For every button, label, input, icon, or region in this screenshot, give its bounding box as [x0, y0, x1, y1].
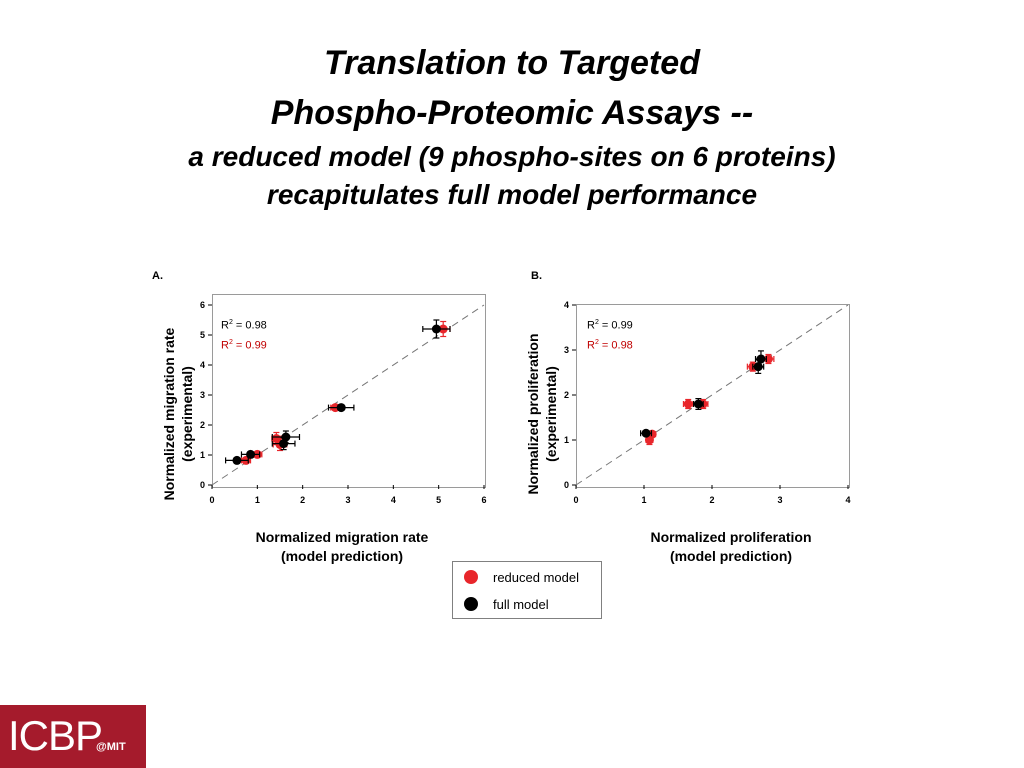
panel-a-marker-full: [431, 324, 441, 334]
icbp-logo-suffix: @MIT: [96, 741, 126, 753]
panel-b-xlabel-line-2: (model prediction): [669, 548, 793, 564]
panel-a-y-tick-label: 1: [200, 450, 205, 460]
panel-a-marker-full: [232, 455, 242, 465]
panel-a-point-full: [240, 449, 261, 459]
panel-a-point-full: [422, 319, 451, 339]
panel-a-r2-full-r: R: [221, 319, 229, 332]
panel-a-point-full: [327, 403, 355, 413]
panel-a-y-tick-label: 4: [200, 360, 205, 370]
panel-a-r2-full-exp: 2: [228, 319, 233, 326]
panel-a-xlabel: Normalized migration rate (model predict…: [212, 528, 472, 566]
panel-a-r2-reduced-r: R: [221, 339, 229, 352]
panel-a-x-tick-label: 3: [345, 495, 350, 505]
slide-title-block: Translation to Targeted Phospho-Proteomi…: [0, 38, 1024, 214]
panel-a-r2-reduced: R2 = 0.99: [221, 333, 267, 356]
legend-label-reduced: reduced model: [493, 569, 579, 585]
panel-b-r2-full-value: = 0.99: [598, 319, 633, 332]
panel-b-label: B.: [531, 270, 542, 282]
panel-a-marker-full: [246, 449, 256, 459]
panel-a-x-tick-label: 2: [300, 495, 305, 505]
legend-label-full: full model: [493, 596, 549, 612]
panel-b-r2-reduced: R2 = 0.98: [587, 333, 633, 356]
panel-a-x-tick-label: 1: [255, 495, 260, 505]
slide-title-line-1: Translation to Targeted: [324, 44, 700, 82]
panel-a-y-tick-label: 6: [200, 300, 205, 310]
slide-subtitle-line-2: recapitulates full model performance: [266, 179, 758, 210]
panel-a-y-tick-label: 0: [200, 480, 205, 490]
legend-marker-full: [464, 597, 478, 611]
panel-a-y-tick-label: 5: [200, 330, 205, 340]
panel-b-r2-reduced-value: = 0.98: [598, 339, 633, 352]
panel-b-ylabel: Normalized proliferation (experimental): [524, 299, 560, 529]
slide-subtitle-line-1: a reduced model (9 phospho-sites on 6 pr…: [188, 141, 836, 172]
panel-a-label: A.: [152, 270, 163, 282]
panel-a-x-tick-label: 4: [391, 495, 396, 505]
panel-a-r2-reduced-exp: 2: [228, 339, 233, 346]
panel-a-x-tick-label: 0: [209, 495, 214, 505]
panel-b-ylabel-line-1: Normalized proliferation: [525, 333, 541, 495]
panel-b-r2-full-r: R: [587, 319, 595, 332]
panel-a-y-tick-label: 3: [200, 390, 205, 400]
panel-a-x-tick-label: 6: [481, 495, 486, 505]
panel-a-marker-full: [336, 403, 346, 413]
panel-a-xlabel-line-1: Normalized migration rate: [255, 529, 429, 545]
panel-a-r2-reduced-value: = 0.99: [232, 339, 267, 352]
panel-a-point-full: [225, 455, 249, 465]
legend-item-reduced: reduced model: [453, 566, 579, 588]
panel-a-r2-full: R2 = 0.98: [221, 313, 267, 336]
panel-a-xlabel-line-2: (model prediction): [280, 548, 404, 564]
legend-item-full: full model: [453, 593, 549, 615]
slide-title-line-2: Phospho-Proteomic Assays --: [270, 94, 754, 132]
icbp-logo: ICBP @MIT: [0, 705, 146, 768]
panel-a-x-tick-label: 5: [436, 495, 441, 505]
panel-a-y-tick-label: 2: [200, 420, 205, 430]
panel-a-point-full: [271, 430, 301, 444]
panel-b-xlabel-line-1: Normalized proliferation: [650, 529, 812, 545]
panel-b-ylabel-line-2: (experimental): [543, 366, 559, 462]
chart-legend: reduced model full model: [452, 561, 602, 619]
panel-b-r2-reduced-r: R: [587, 339, 595, 352]
icbp-logo-text: ICBP: [8, 712, 103, 759]
panel-b-xlabel: Normalized proliferation (model predicti…: [606, 528, 856, 566]
panel-a-r2-full-value: = 0.98: [232, 319, 267, 332]
legend-marker-reduced: [464, 570, 478, 584]
panel-a-marker-full: [281, 432, 291, 442]
